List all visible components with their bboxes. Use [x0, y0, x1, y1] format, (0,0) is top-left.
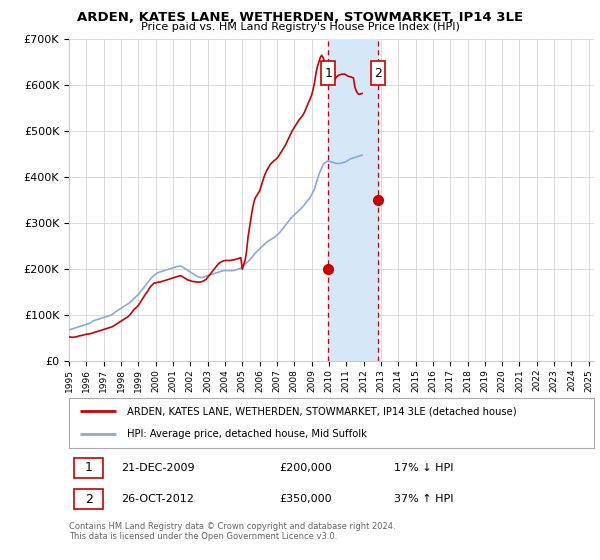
Text: 26-OCT-2012: 26-OCT-2012: [121, 494, 194, 504]
Text: Contains HM Land Registry data © Crown copyright and database right 2024.: Contains HM Land Registry data © Crown c…: [69, 522, 395, 531]
Bar: [322, 61, 335, 85]
Bar: [74, 458, 103, 478]
Text: £350,000: £350,000: [279, 494, 332, 504]
Text: Price paid vs. HM Land Registry's House Price Index (HPI): Price paid vs. HM Land Registry's House …: [140, 22, 460, 32]
Bar: [371, 61, 385, 85]
Bar: [74, 489, 103, 509]
Text: ARDEN, KATES LANE, WETHERDEN, STOWMARKET, IP14 3LE (detached house): ARDEN, KATES LANE, WETHERDEN, STOWMARKET…: [127, 406, 517, 416]
Text: 2: 2: [85, 493, 92, 506]
Text: 17% ↓ HPI: 17% ↓ HPI: [395, 463, 454, 473]
Text: ARDEN, KATES LANE, WETHERDEN, STOWMARKET, IP14 3LE: ARDEN, KATES LANE, WETHERDEN, STOWMARKET…: [77, 11, 523, 24]
Text: £200,000: £200,000: [279, 463, 332, 473]
Text: 1: 1: [85, 461, 92, 474]
Bar: [328, 39, 378, 361]
Text: 2: 2: [374, 67, 382, 80]
Text: This data is licensed under the Open Government Licence v3.0.: This data is licensed under the Open Gov…: [69, 532, 337, 541]
Text: 1: 1: [325, 67, 332, 80]
Text: 37% ↑ HPI: 37% ↑ HPI: [395, 494, 454, 504]
Text: HPI: Average price, detached house, Mid Suffolk: HPI: Average price, detached house, Mid …: [127, 430, 367, 440]
Text: 21-DEC-2009: 21-DEC-2009: [121, 463, 195, 473]
